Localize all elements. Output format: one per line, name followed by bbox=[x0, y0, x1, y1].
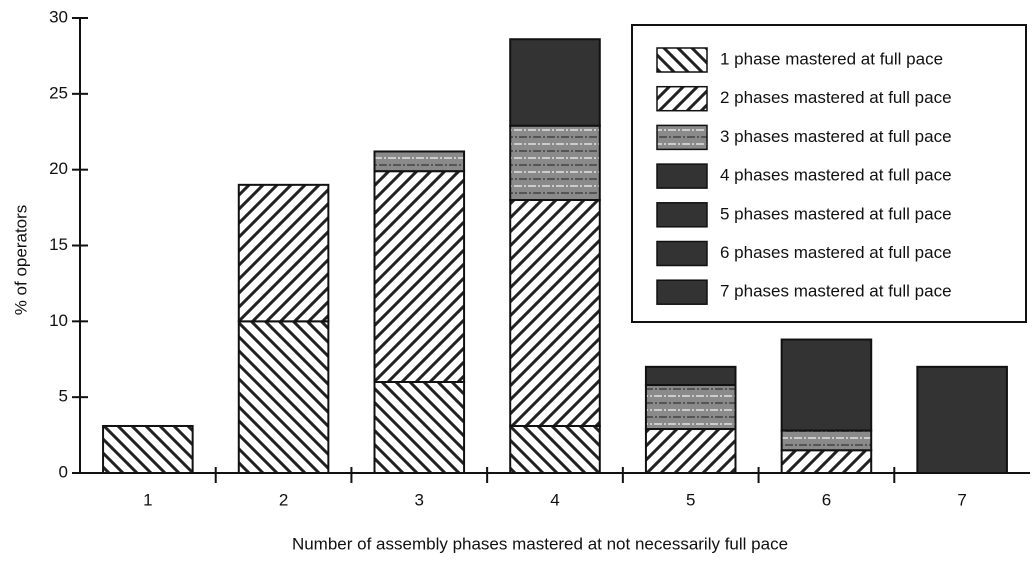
legend-swatch bbox=[656, 85, 708, 112]
y-tick-label: 30 bbox=[49, 7, 68, 26]
x-tick-label: 2 bbox=[279, 490, 288, 509]
y-tick-label: 5 bbox=[59, 387, 68, 406]
legend-label: 2 phases mastered at full pace bbox=[720, 88, 952, 107]
x-axis-label: Number of assembly phases mastered at no… bbox=[292, 534, 788, 553]
legend-swatch bbox=[656, 202, 708, 228]
bar-segment bbox=[644, 428, 737, 474]
bar-segment bbox=[373, 381, 466, 474]
y-tick-label: 10 bbox=[49, 311, 68, 330]
bar-segment bbox=[916, 365, 1008, 475]
legend-label: 1 phase mastered at full pace bbox=[720, 49, 943, 68]
y-axis-label: % of operators bbox=[11, 205, 30, 316]
x-tick-label: 1 bbox=[143, 490, 152, 509]
legend-label: 7 phases mastered at full pace bbox=[720, 282, 952, 301]
legend-label: 4 phases mastered at full pace bbox=[720, 166, 952, 185]
bar-segment bbox=[509, 199, 601, 427]
bar-segment bbox=[644, 384, 737, 431]
bar-segment bbox=[780, 449, 873, 474]
legend-label: 6 phases mastered at full pace bbox=[720, 243, 952, 262]
bar-segment bbox=[102, 424, 194, 475]
bar-segment bbox=[509, 424, 601, 475]
bar-segment bbox=[644, 365, 737, 387]
x-tick-label: 6 bbox=[822, 490, 831, 509]
bar-segment bbox=[373, 170, 466, 383]
legend-swatch bbox=[656, 240, 708, 267]
bar-segment bbox=[780, 429, 873, 452]
legend: 1 phase mastered at full pace 2 phases ma… bbox=[631, 24, 1027, 323]
legend-label: 5 phases mastered at full pace bbox=[720, 204, 952, 223]
y-tick-label: 0 bbox=[59, 462, 68, 481]
legend-swatch bbox=[656, 47, 708, 73]
x-tick-label: 7 bbox=[957, 490, 966, 509]
x-tick-label: 5 bbox=[686, 490, 695, 509]
bar-segment bbox=[509, 124, 601, 201]
bar-segment bbox=[373, 150, 466, 173]
legend-label: 3 phases mastered at full pace bbox=[720, 127, 952, 146]
bar-segment bbox=[780, 338, 873, 432]
bar-segment bbox=[237, 320, 330, 475]
x-tick-label: 4 bbox=[550, 490, 559, 509]
legend-swatch bbox=[656, 124, 708, 151]
bar-segment bbox=[509, 38, 601, 127]
y-tick-label: 15 bbox=[49, 235, 68, 254]
y-tick-label: 20 bbox=[49, 159, 68, 178]
y-tick-label: 25 bbox=[49, 83, 68, 102]
bar-segment bbox=[237, 183, 330, 323]
x-tick-label: 3 bbox=[415, 490, 424, 509]
legend-swatch bbox=[656, 279, 708, 305]
legend-swatch bbox=[656, 163, 708, 189]
